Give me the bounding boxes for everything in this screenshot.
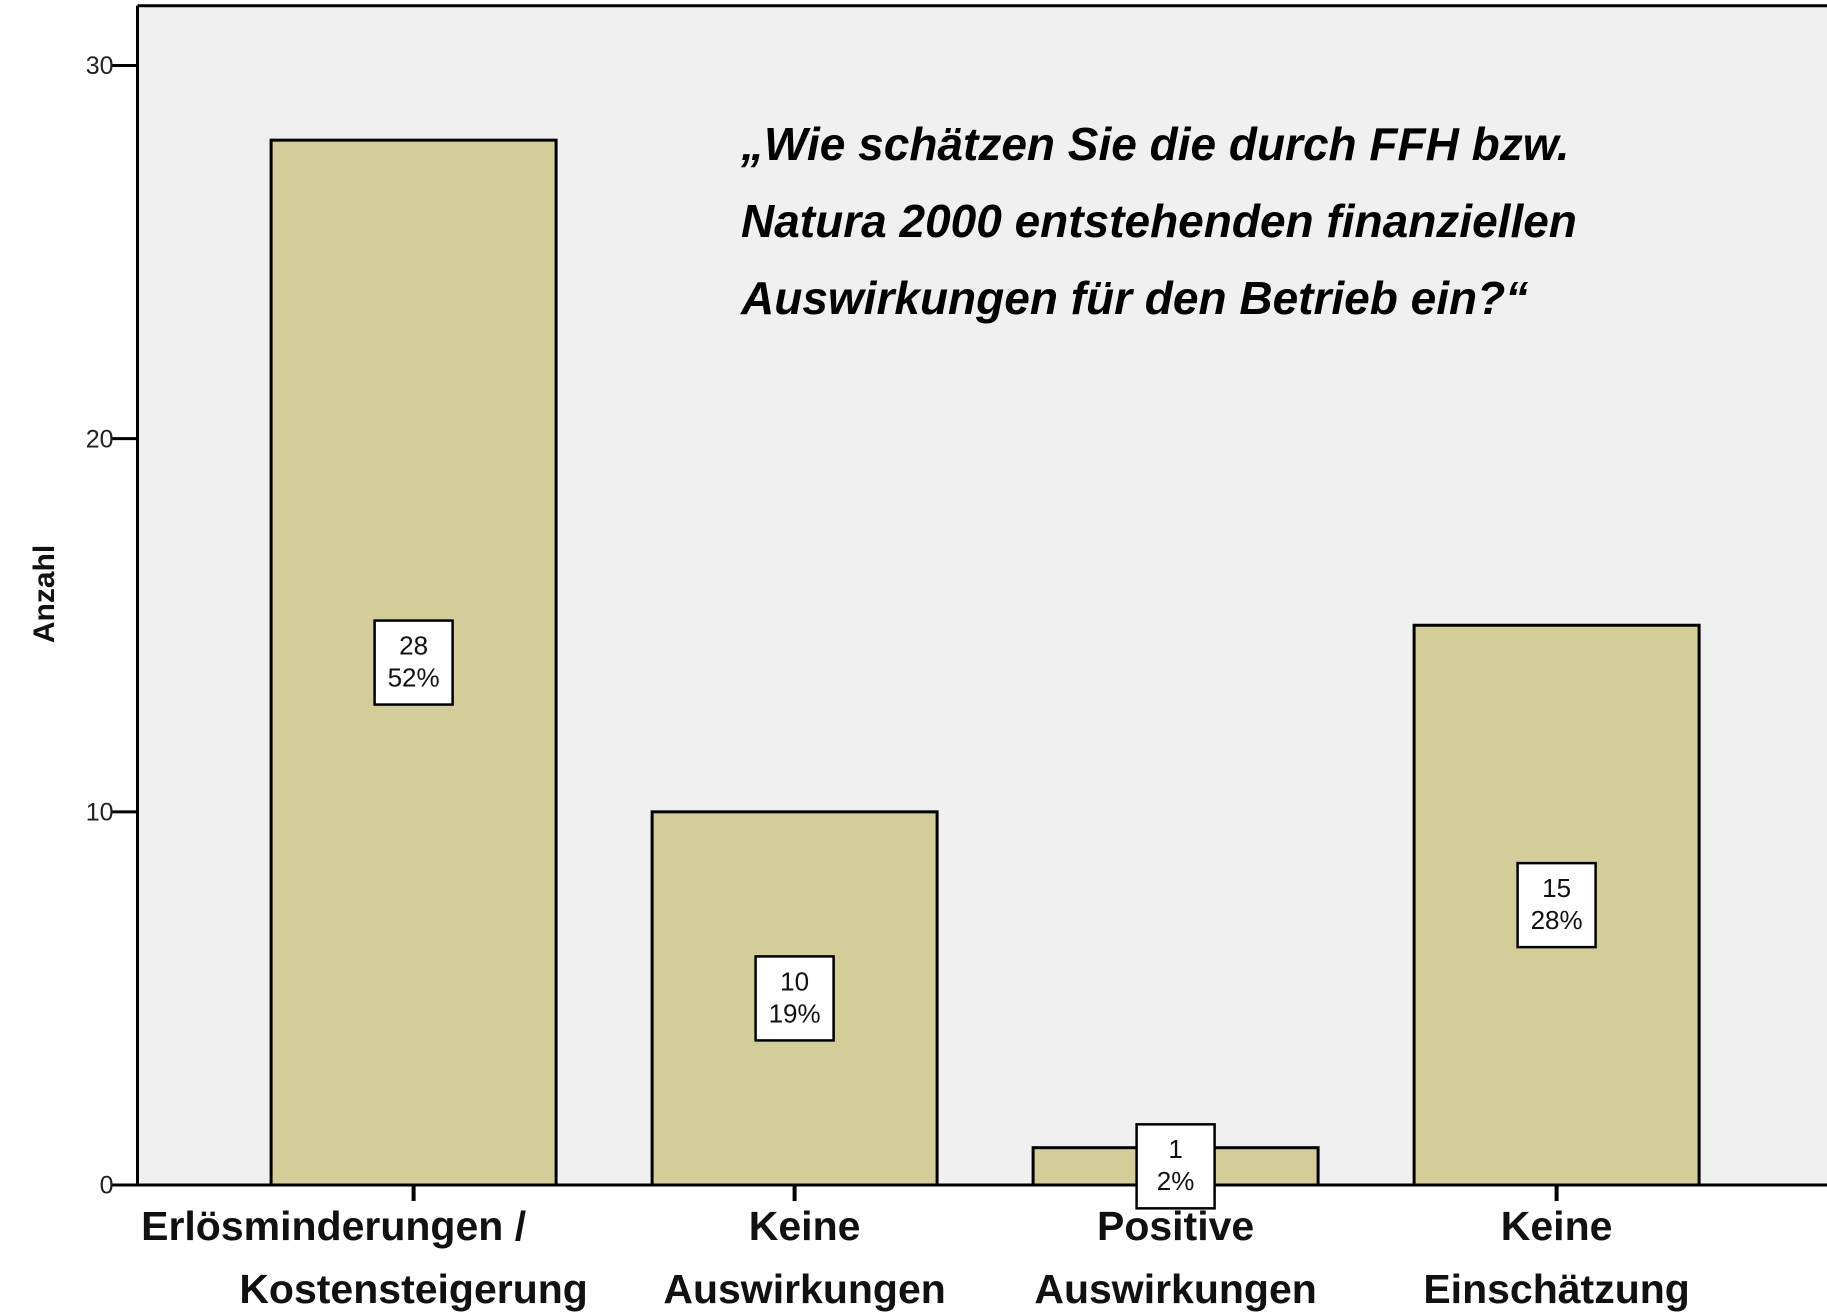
x-tick-label: Keine (1501, 1203, 1613, 1249)
chart-title: Auswirkungen für den Betrieb ein?“ (740, 272, 1528, 324)
chart-title: Natura 2000 entstehenden finanziellen (741, 195, 1577, 247)
data-label: 52% (388, 662, 440, 692)
x-tick-label: Erlösminderungen / (141, 1203, 526, 1249)
data-label-box (754, 955, 835, 1042)
x-tick-label: Auswirkungen (663, 1266, 945, 1312)
data-label: 10 (780, 966, 809, 996)
data-label: 28 (399, 630, 428, 660)
x-tick-label: Auswirkungen (1034, 1266, 1316, 1312)
x-tick-label: Keine (749, 1203, 861, 1249)
y-axis-label: Anzahl (28, 545, 61, 643)
x-tick-label: Positive (1097, 1203, 1254, 1249)
data-label: 1 (1168, 1134, 1182, 1164)
data-label-box (1516, 861, 1597, 949)
x-tick-label: Kostensteigerung (239, 1266, 588, 1312)
data-label: 2% (1157, 1166, 1195, 1196)
chart-title: „Wie schätzen Sie die durch FFH bzw. (740, 118, 1570, 170)
data-label: 28% (1531, 905, 1583, 935)
y-tick-label: 0 (100, 1172, 114, 1200)
data-label-box (373, 619, 454, 706)
data-label-box (1135, 1123, 1216, 1210)
y-tick-label: 20 (86, 425, 114, 453)
y-tick-label: 30 (86, 52, 114, 80)
y-tick-label: 10 (86, 798, 114, 826)
data-label: 15 (1542, 873, 1571, 903)
data-label: 19% (769, 998, 821, 1028)
x-tick-label: Einschätzung (1423, 1266, 1690, 1312)
